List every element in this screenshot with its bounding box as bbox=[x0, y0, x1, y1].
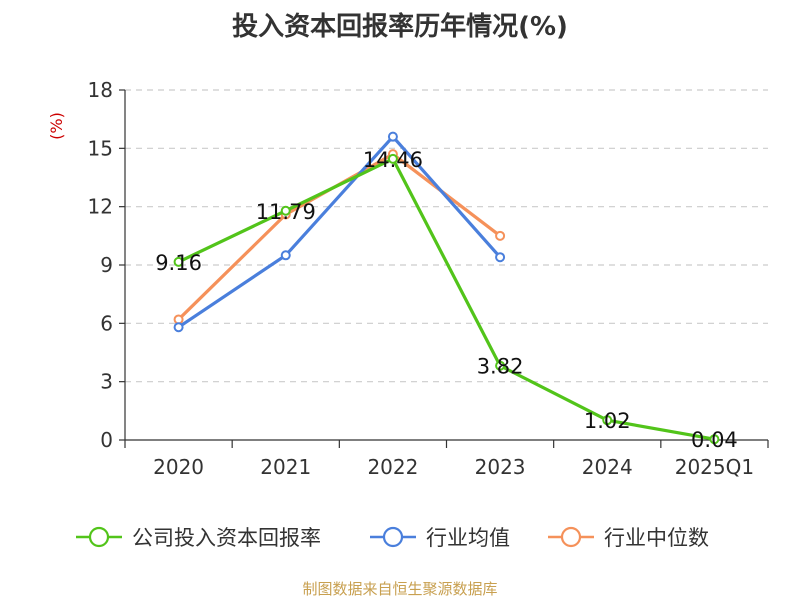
y-tick-label: 3 bbox=[100, 370, 113, 394]
legend-label-1: 行业均值 bbox=[426, 526, 510, 550]
chart-title: 投入资本回报率历年情况(%) bbox=[232, 12, 568, 42]
data-point-0-2 bbox=[387, 153, 398, 164]
data-point-2-3 bbox=[495, 230, 506, 241]
legend-marker-0 bbox=[88, 526, 110, 548]
y-axis-unit: (%) bbox=[47, 112, 66, 140]
data-point-0-0 bbox=[173, 256, 184, 267]
data-point-1-1 bbox=[280, 250, 291, 261]
x-tick-label: 2022 bbox=[367, 455, 418, 479]
y-tick-label: 0 bbox=[100, 428, 113, 452]
source-note: 制图数据来自恒生聚源数据库 bbox=[302, 580, 498, 598]
x-tick-label: 2025Q1 bbox=[675, 455, 754, 479]
series-line-0 bbox=[177, 157, 715, 441]
data-point-0-5 bbox=[709, 434, 720, 445]
y-tick-label: 12 bbox=[88, 195, 113, 219]
data-point-0-3 bbox=[495, 360, 506, 371]
legend-marker-2 bbox=[560, 526, 582, 548]
legend-label-2: 行业中位数 bbox=[604, 526, 709, 550]
x-tick-label: 2020 bbox=[153, 455, 204, 479]
grid-lines bbox=[125, 89, 768, 383]
data-point-1-0 bbox=[173, 322, 184, 333]
data-label-0-0: 9.16 bbox=[155, 251, 202, 275]
y-tick-label: 15 bbox=[88, 136, 113, 160]
legend-label-0: 公司投入资本回报率 bbox=[132, 526, 321, 550]
data-point-0-1 bbox=[280, 205, 291, 216]
data-point-0-4 bbox=[602, 415, 613, 426]
data-label-0-3: 3.82 bbox=[477, 355, 524, 379]
x-tick-label: 2024 bbox=[582, 455, 633, 479]
y-tick-label: 18 bbox=[88, 78, 113, 102]
legend: 公司投入资本回报率 行业均值 行业中位数 bbox=[76, 526, 709, 550]
data-point-1-3 bbox=[495, 252, 506, 263]
data-label-0-1: 11.79 bbox=[256, 200, 316, 224]
data-point-1-2 bbox=[387, 131, 398, 142]
legend-marker-1 bbox=[382, 526, 404, 548]
axes: 0 3 6 9 12 15 18 2020 2021 2022 2023 2024 2025Q1 (%) bbox=[47, 78, 769, 479]
data-label-0-4: 1.02 bbox=[584, 409, 631, 433]
y-tick-label: 9 bbox=[100, 253, 113, 277]
x-tick-label: 2021 bbox=[260, 455, 311, 479]
series-lines bbox=[173, 131, 720, 445]
data-label-0-2: 14.46 bbox=[363, 148, 423, 172]
y-tick-label: 6 bbox=[100, 311, 113, 335]
data-label-0-5: 0.04 bbox=[691, 428, 738, 452]
series-line-1 bbox=[177, 135, 502, 329]
data-labels: 9.16 11.79 14.46 3.82 1.02 0.04 bbox=[155, 148, 738, 452]
x-tick-label: 2023 bbox=[475, 455, 526, 479]
